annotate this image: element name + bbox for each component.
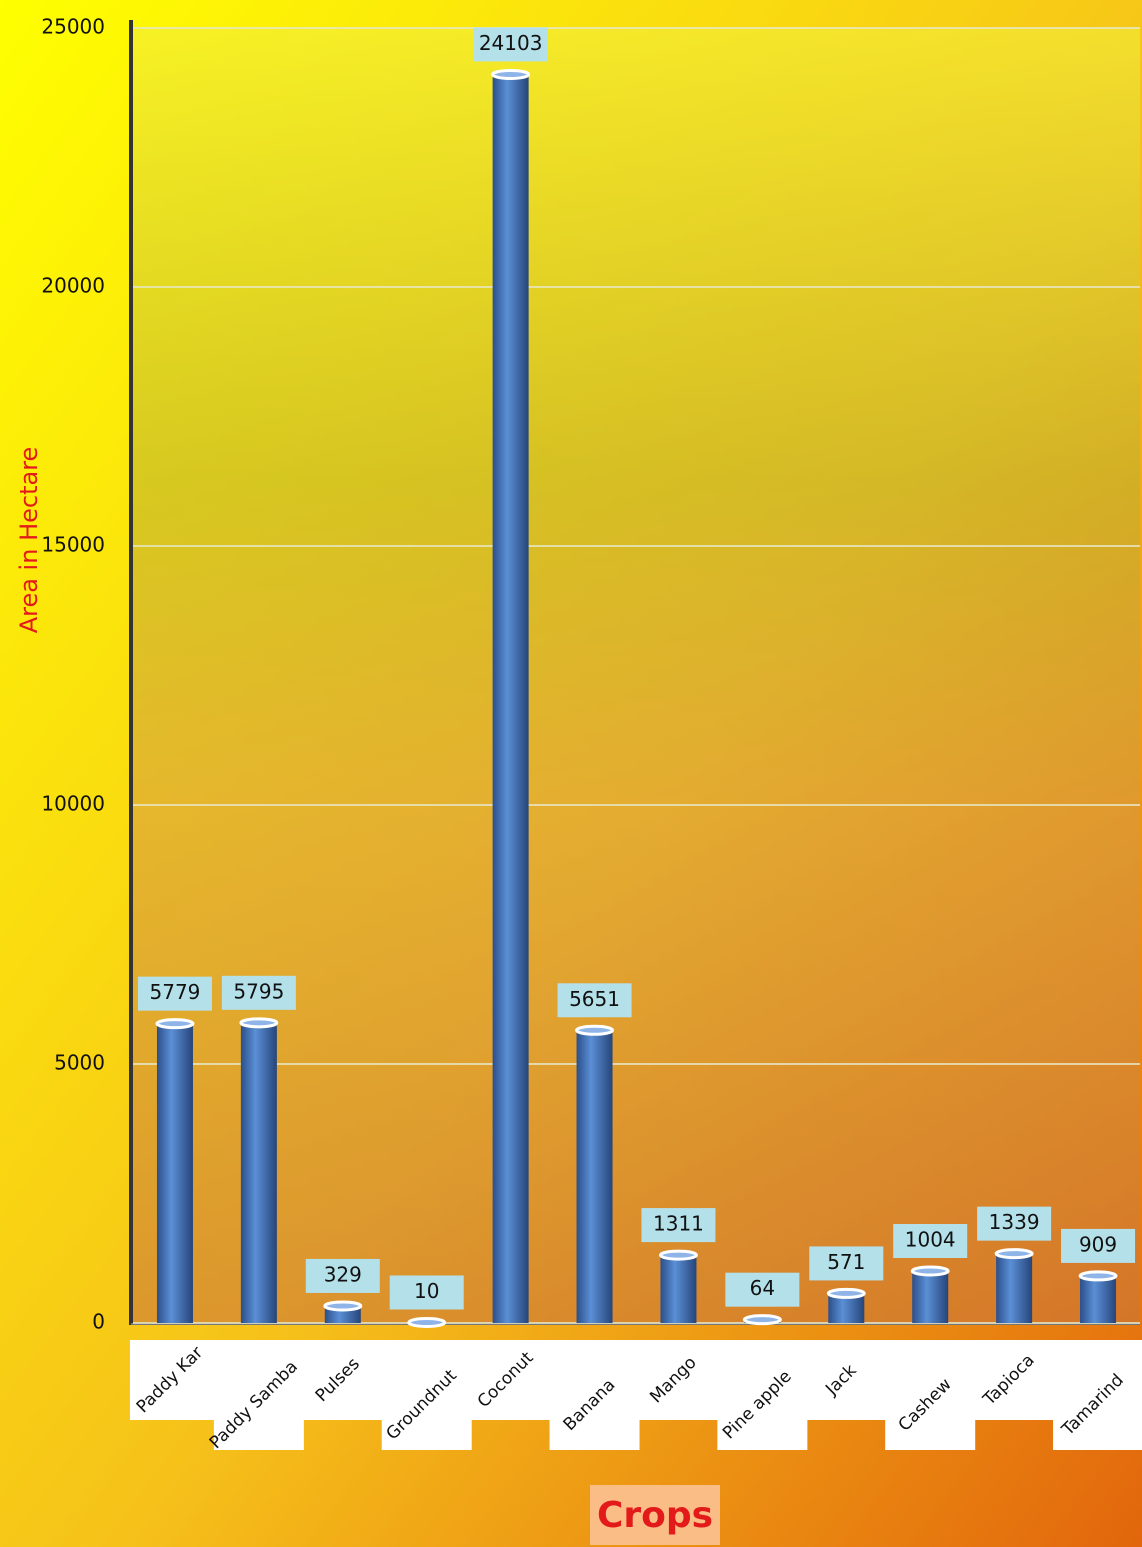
value-label: 909 [1079, 1232, 1117, 1256]
value-label: 24103 [479, 31, 543, 55]
bar [157, 1024, 193, 1323]
bar [996, 1254, 1032, 1323]
bar-cap [660, 1251, 696, 1259]
value-label: 571 [827, 1250, 865, 1274]
chart: Area in Hectare Crops 0 5000 10000 15000 200… [0, 0, 1142, 1547]
bar-cap [828, 1289, 864, 1297]
bar-cap [912, 1267, 948, 1275]
value-label: 1339 [989, 1210, 1040, 1234]
bar [241, 1023, 277, 1323]
x-axis-title: Crops [597, 1495, 713, 1536]
y-axis-title: Area in Hectare [15, 447, 43, 634]
bar-cap [325, 1302, 361, 1310]
value-label: 64 [750, 1276, 775, 1300]
bar [493, 74, 529, 1323]
value-label: 5795 [233, 979, 284, 1003]
bar-cap [744, 1316, 780, 1324]
bar-cap [157, 1020, 193, 1028]
bar-cap [1080, 1272, 1116, 1280]
y-tick-label: 10000 [41, 792, 105, 816]
y-tick-label: 0 [92, 1310, 105, 1334]
bar-cap [493, 70, 529, 78]
bar [912, 1271, 948, 1323]
bar [1080, 1276, 1116, 1323]
y-tick-label: 25000 [41, 15, 105, 39]
value-label: 5651 [569, 987, 620, 1011]
value-label: 10 [414, 1279, 439, 1303]
value-label: 329 [324, 1262, 362, 1286]
value-label: 1004 [905, 1227, 956, 1251]
y-tick-label: 5000 [54, 1051, 105, 1075]
value-label: 1311 [653, 1212, 704, 1236]
y-tick-label: 15000 [41, 533, 105, 557]
bar [577, 1030, 613, 1323]
value-label: 5779 [150, 980, 201, 1004]
bar-cap [996, 1250, 1032, 1258]
bar-cap [409, 1318, 445, 1326]
bar [660, 1255, 696, 1323]
bar-cap [577, 1026, 613, 1034]
y-tick-label: 20000 [41, 274, 105, 298]
plot-area [133, 28, 1140, 1323]
bar-cap [241, 1019, 277, 1027]
